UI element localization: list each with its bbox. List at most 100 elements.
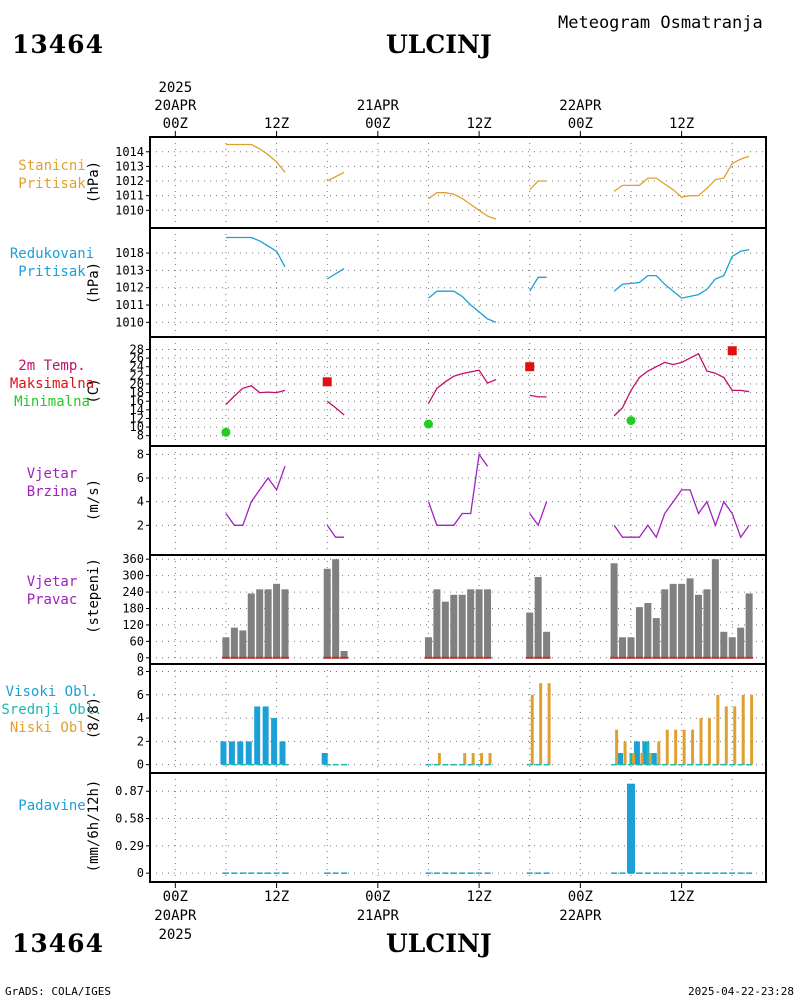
wind-direction-base <box>247 656 256 659</box>
wind-direction-base <box>449 656 458 659</box>
wind-direction-bar <box>534 576 542 658</box>
wind-direction-bar <box>484 589 492 658</box>
min-temp-marker <box>423 419 433 429</box>
y-tick-label: 6 <box>137 688 144 702</box>
y-tick-label: 14 <box>130 403 144 417</box>
y-tick-label: 28 <box>130 342 144 356</box>
y-axis-label: (stepeni) <box>86 558 102 634</box>
wind-direction-bar <box>728 637 736 658</box>
wind-direction-base <box>711 656 720 659</box>
cloud-bar-2 <box>682 729 686 765</box>
y-tick-label: 1011 <box>115 189 144 203</box>
y-axis-label: (hPa) <box>86 262 102 304</box>
wind-direction-bar <box>652 618 660 658</box>
panel-frame-temperature <box>149 336 767 447</box>
wind-direction-bar <box>619 637 627 658</box>
wind-direction-bar <box>475 589 483 658</box>
wind-direction-bar <box>745 593 753 658</box>
cloud-bar-2 <box>530 694 534 765</box>
reduced_pressure-line <box>529 276 547 292</box>
cloud-bar-2 <box>724 706 728 765</box>
panel-label: Redukovani <box>10 246 94 262</box>
wind-direction-bar <box>694 594 702 658</box>
panel-label: Minimalna <box>14 394 90 410</box>
y-tick-label: 300 <box>122 569 144 583</box>
wind-direction-bar <box>635 607 643 658</box>
wind_speed-line <box>613 489 750 539</box>
cloud-bar-0 <box>228 741 235 765</box>
wind_speed-line <box>427 452 489 526</box>
wind-direction-bar <box>678 583 686 658</box>
cloud-bar-2 <box>691 729 695 765</box>
precip-bar <box>626 783 635 874</box>
y-tick-label: 8 <box>137 664 144 678</box>
panel-label: Srednji Obl. <box>1 702 102 718</box>
x-hour-label-bottom: 00Z <box>568 889 593 905</box>
y-tick-label: 26 <box>130 351 144 365</box>
cloud-bar-0 <box>237 741 244 765</box>
wind-direction-base <box>238 656 247 659</box>
panel-label: Visoki Obl. <box>6 684 99 700</box>
reduced_pressure-line <box>326 268 345 280</box>
y-tick-label: 18 <box>130 386 144 400</box>
y-tick-label: 22 <box>130 368 144 382</box>
x-hour-label-top: 12Z <box>669 116 694 132</box>
wind-direction-base <box>677 656 686 659</box>
panel-label: Vjetar <box>27 466 78 482</box>
wind-direction-base <box>230 656 239 659</box>
station-id-top: 13464 <box>12 30 104 59</box>
grid-layer <box>150 137 766 882</box>
cloud-bar-2 <box>750 694 754 765</box>
reduced_pressure-line <box>225 236 286 268</box>
y-axis-label: (hPa) <box>86 161 102 203</box>
panel-label: Pritisak <box>18 264 86 280</box>
panel-label: Pritisak <box>18 176 86 192</box>
wind-direction-bar <box>230 627 238 658</box>
x-year-label-top: 2025 <box>158 80 192 96</box>
cloud-bar-2 <box>437 753 441 765</box>
cloud-bar-2 <box>741 694 745 765</box>
temperature-line <box>225 384 286 406</box>
temperature-line <box>427 369 497 404</box>
wind-direction-bar <box>247 593 255 658</box>
y-tick-label: 12 <box>130 411 144 425</box>
x-hour-label-bottom: 00Z <box>365 889 390 905</box>
wind-direction-base <box>643 656 652 659</box>
wind-direction-bar <box>467 589 475 658</box>
wind-direction-bar <box>669 583 677 658</box>
wind-direction-base <box>424 656 433 659</box>
wind-direction-base <box>221 656 230 659</box>
reduced_pressure-line <box>428 290 497 323</box>
y-tick-label: 10 <box>130 420 144 434</box>
y-tick-label: 1010 <box>115 203 144 217</box>
y-tick-label: 240 <box>122 585 144 599</box>
station_pressure-line <box>225 143 286 173</box>
y-tick-label: 1010 <box>115 315 144 329</box>
wind-direction-bar <box>256 589 264 658</box>
y-tick-label: 4 <box>137 711 144 725</box>
panel-label: Pravac <box>27 592 78 608</box>
wind-direction-bar <box>526 612 534 658</box>
y-tick-label: 120 <box>122 618 144 632</box>
x-year-label-bottom: 2025 <box>158 927 192 943</box>
cloud-bar-2 <box>733 706 737 765</box>
y-axis-label: (m/s) <box>86 479 102 521</box>
y-tick-label: 2 <box>137 518 144 532</box>
wind-direction-base <box>475 656 484 659</box>
wind_speed-line <box>326 524 345 538</box>
x-day-label-top: 22APR <box>559 98 602 114</box>
wind-direction-base <box>610 656 619 659</box>
wind-direction-base <box>272 656 281 659</box>
y-tick-label: 1012 <box>115 174 144 188</box>
cloud-bar-2 <box>539 683 543 765</box>
y-tick-label: 8 <box>137 429 144 443</box>
wind-direction-base <box>458 656 467 659</box>
wind-direction-base <box>652 656 661 659</box>
wind-direction-bar <box>222 637 230 658</box>
station-id-bottom: 13464 <box>12 929 104 958</box>
wind-direction-base <box>264 656 273 659</box>
x-hour-label-bottom: 12Z <box>466 889 491 905</box>
wind-direction-base <box>534 656 543 659</box>
